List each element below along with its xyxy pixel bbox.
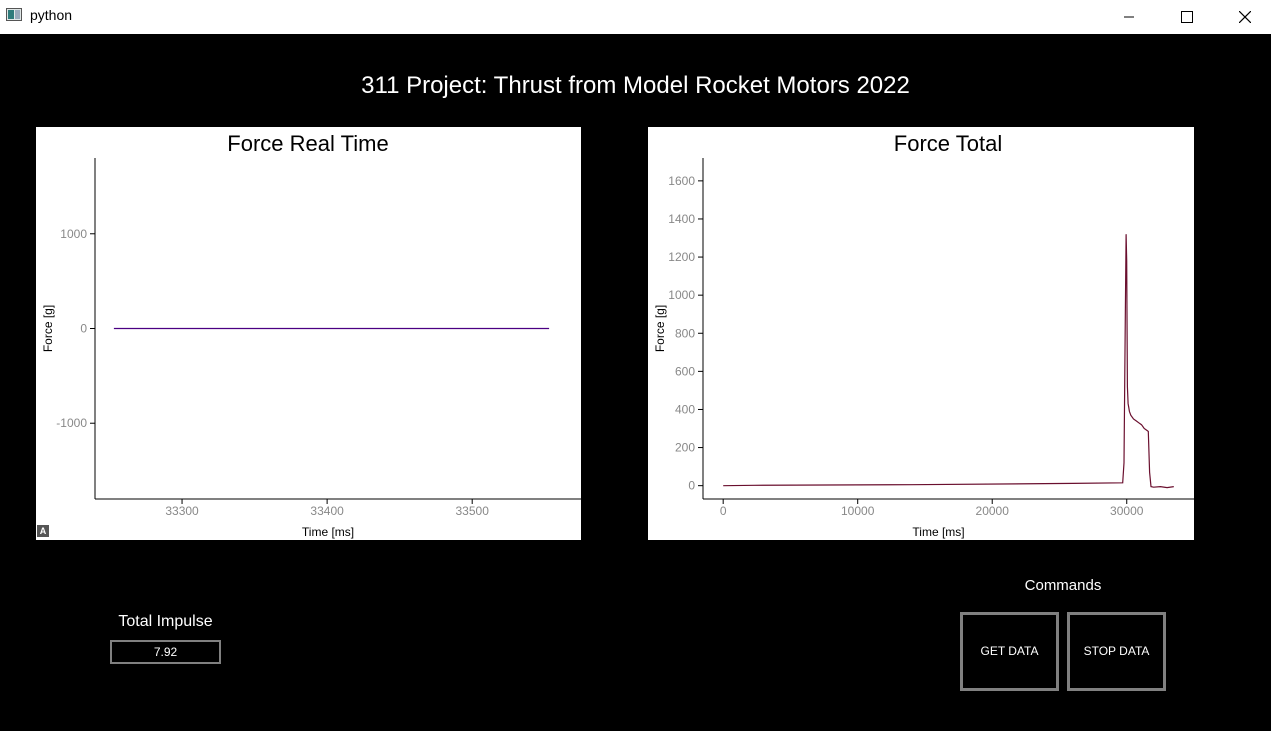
x-tick-label: 10000 xyxy=(841,504,875,518)
auto-range-button[interactable]: A xyxy=(37,525,49,537)
chart-title: Force Total xyxy=(894,131,1002,156)
x-tick-label: 33500 xyxy=(456,504,490,518)
total-impulse-field[interactable]: 7.92 xyxy=(110,640,221,664)
x-tick-label: 0 xyxy=(720,504,727,518)
y-tick-label: 800 xyxy=(675,326,695,340)
maximize-button[interactable] xyxy=(1158,0,1216,34)
force-real-time-plot[interactable]: Force Real Time 33300 33400 33500 -1000 0 1000… xyxy=(36,127,581,540)
x-tick-label: 20000 xyxy=(976,504,1010,518)
x-tick-label: 33400 xyxy=(310,504,344,518)
close-button[interactable] xyxy=(1216,0,1271,34)
app-icon xyxy=(6,8,22,21)
y-tick-label: 1400 xyxy=(668,212,695,226)
force-total-plot[interactable]: Force Total 0 10000 20000 30000 0 200 400 600 800… xyxy=(648,127,1194,540)
window-titlebar: python xyxy=(0,0,1271,34)
y-axis-label: Force [g] xyxy=(653,305,667,352)
x-tick-label: 33300 xyxy=(165,504,199,518)
y-tick-label: -1000 xyxy=(56,416,87,430)
maximize-icon xyxy=(1181,11,1193,23)
x-axis-label: Time [ms] xyxy=(302,525,354,539)
commands-label: Commands xyxy=(1024,577,1102,594)
minimize-button[interactable] xyxy=(1100,0,1158,34)
x-tick-label: 30000 xyxy=(1110,504,1144,518)
stop-data-button[interactable]: STOP DATA xyxy=(1067,612,1166,691)
minimize-icon xyxy=(1124,16,1134,18)
close-icon xyxy=(1239,11,1251,23)
y-tick-label: 1000 xyxy=(668,288,695,302)
window-title: python xyxy=(30,7,73,23)
x-axis-label: Time [ms] xyxy=(912,525,964,539)
total-impulse-label: Total Impulse xyxy=(118,613,213,630)
force-real-time-chart: Force Real Time 33300 33400 33500 -1000 0 1000… xyxy=(41,131,581,539)
force-total-chart: Force Total 0 10000 20000 30000 0 200 400 600 800… xyxy=(653,131,1194,539)
y-axis-label: Force [g] xyxy=(41,305,55,352)
app-title: 311 Project: Thrust from Model Rocket Mo… xyxy=(361,72,910,99)
y-tick-label: 400 xyxy=(675,402,695,416)
y-tick-label: 1600 xyxy=(668,174,695,188)
y-tick-label: 1200 xyxy=(668,250,695,264)
y-tick-label: 600 xyxy=(675,364,695,378)
total-force-series-line xyxy=(723,234,1174,489)
chart-title: Force Real Time xyxy=(227,131,388,156)
get-data-button[interactable]: GET DATA xyxy=(960,612,1059,691)
y-tick-label: 0 xyxy=(688,479,695,493)
y-tick-label: 200 xyxy=(675,441,695,455)
y-tick-label: 1000 xyxy=(60,227,87,241)
y-tick-label: 0 xyxy=(80,322,87,336)
